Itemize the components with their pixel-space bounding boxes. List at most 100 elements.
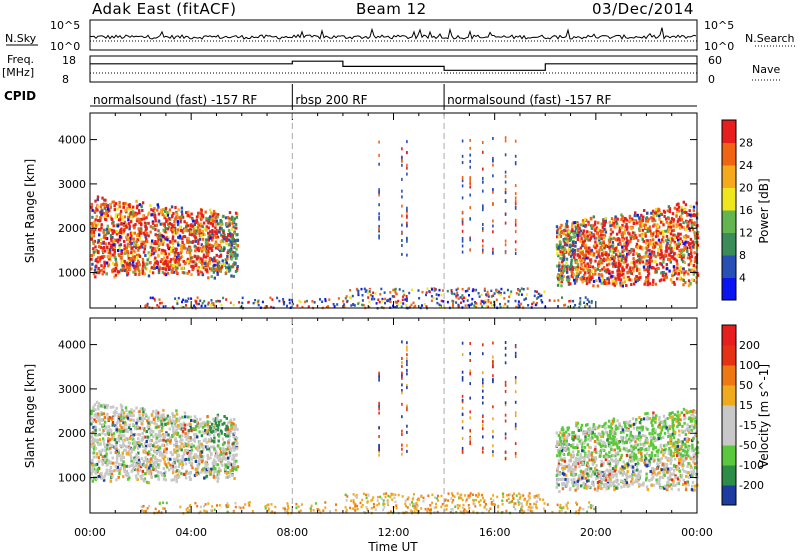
data-point (394, 290, 397, 294)
data-point (675, 268, 678, 272)
data-point (406, 239, 408, 243)
data-point (682, 253, 685, 257)
data-point (163, 455, 167, 459)
data-point (186, 471, 190, 475)
data-point (601, 225, 604, 229)
data-point (134, 255, 137, 259)
data-point (600, 233, 603, 237)
data-point (123, 411, 126, 415)
data-point (175, 477, 178, 481)
data-point (401, 252, 403, 256)
data-point (181, 237, 184, 241)
data-point (159, 260, 163, 263)
data-point (599, 245, 602, 249)
data-point (579, 233, 582, 237)
data-point (122, 429, 125, 433)
data-point (127, 441, 131, 445)
data-point (184, 462, 188, 466)
data-point (125, 464, 128, 468)
data-point (665, 234, 669, 238)
data-point (160, 251, 163, 255)
data-point (689, 259, 693, 263)
data-point (504, 170, 507, 174)
data-point (556, 264, 559, 268)
data-point (228, 249, 232, 253)
data-point (630, 227, 633, 231)
nsearch-tick-low: 10^0 (704, 40, 734, 53)
data-point (583, 301, 586, 304)
data-point (641, 222, 644, 226)
data-point (592, 279, 596, 283)
data-point (206, 447, 209, 451)
data-point (588, 305, 591, 308)
data-point (292, 302, 294, 306)
data-point (133, 439, 136, 443)
data-point (221, 239, 224, 243)
data-point (98, 428, 101, 432)
data-point (661, 255, 664, 258)
data-point (582, 278, 586, 282)
data-point (633, 214, 636, 218)
data-point (142, 479, 146, 483)
data-point (598, 279, 602, 283)
data-point (368, 290, 371, 293)
data-point (492, 137, 494, 140)
data-point (102, 228, 106, 232)
data-point (179, 256, 182, 260)
data-point (158, 298, 161, 301)
data-point (218, 467, 221, 471)
data-point (199, 417, 202, 421)
data-point (565, 257, 569, 261)
data-point (113, 438, 116, 442)
data-point (98, 438, 102, 442)
data-point (124, 437, 128, 441)
data-point (99, 246, 103, 249)
data-point (478, 295, 481, 298)
data-point (103, 214, 106, 218)
data-point (149, 245, 152, 249)
data-point (566, 240, 569, 244)
data-point (522, 288, 525, 291)
data-point (571, 240, 575, 244)
data-point (135, 461, 138, 465)
data-point (134, 246, 138, 250)
data-point (160, 208, 163, 212)
data-point (462, 300, 465, 303)
data-point (201, 229, 204, 233)
data-point (228, 420, 232, 424)
data-point (106, 207, 110, 211)
data-point (213, 242, 217, 246)
data-point (90, 221, 93, 225)
data-point (657, 232, 660, 236)
data-point (210, 275, 213, 279)
data-point (203, 261, 207, 265)
data-point (126, 416, 130, 420)
data-point (201, 260, 204, 264)
data-point (257, 301, 260, 304)
data-point (132, 205, 135, 209)
data-point (357, 290, 360, 293)
data-point (595, 250, 598, 254)
data-point (158, 234, 161, 238)
data-point (136, 419, 139, 423)
data-point (153, 212, 156, 216)
data-point (114, 424, 117, 428)
data-point (503, 291, 506, 295)
data-point (177, 469, 181, 473)
data-point (209, 456, 212, 460)
data-point (187, 455, 191, 459)
data-point (122, 416, 126, 420)
data-point (568, 250, 571, 254)
data-point (633, 235, 636, 239)
data-point (603, 279, 606, 282)
data-point (171, 240, 175, 244)
data-point (186, 448, 189, 452)
data-point (651, 283, 654, 286)
data-point (557, 245, 560, 249)
data-point (200, 243, 203, 247)
data-point (229, 217, 232, 221)
data-point (154, 233, 157, 237)
data-point (220, 303, 223, 307)
data-point (107, 251, 110, 255)
data-point (461, 210, 464, 214)
